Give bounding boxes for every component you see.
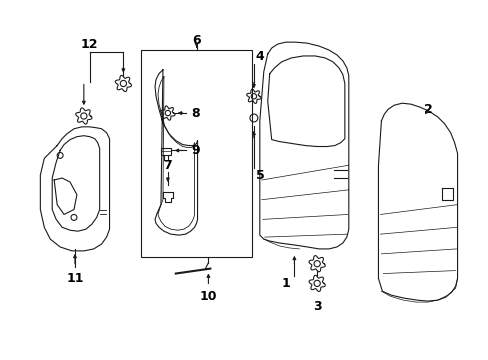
Text: 4: 4 [255, 50, 264, 63]
Text: 1: 1 [281, 277, 289, 290]
Text: 12: 12 [81, 38, 98, 51]
Text: 3: 3 [312, 300, 321, 312]
Bar [161, 148, 170, 156]
Text: 10: 10 [199, 290, 217, 303]
Text: 2: 2 [423, 103, 431, 116]
Text: 9: 9 [191, 144, 200, 157]
Text: 6: 6 [192, 34, 201, 47]
Text: 11: 11 [66, 272, 83, 285]
Text: 7: 7 [163, 159, 172, 172]
Text: 8: 8 [191, 107, 200, 120]
Text: 5: 5 [255, 168, 264, 181]
Bar [141, 50, 251, 257]
